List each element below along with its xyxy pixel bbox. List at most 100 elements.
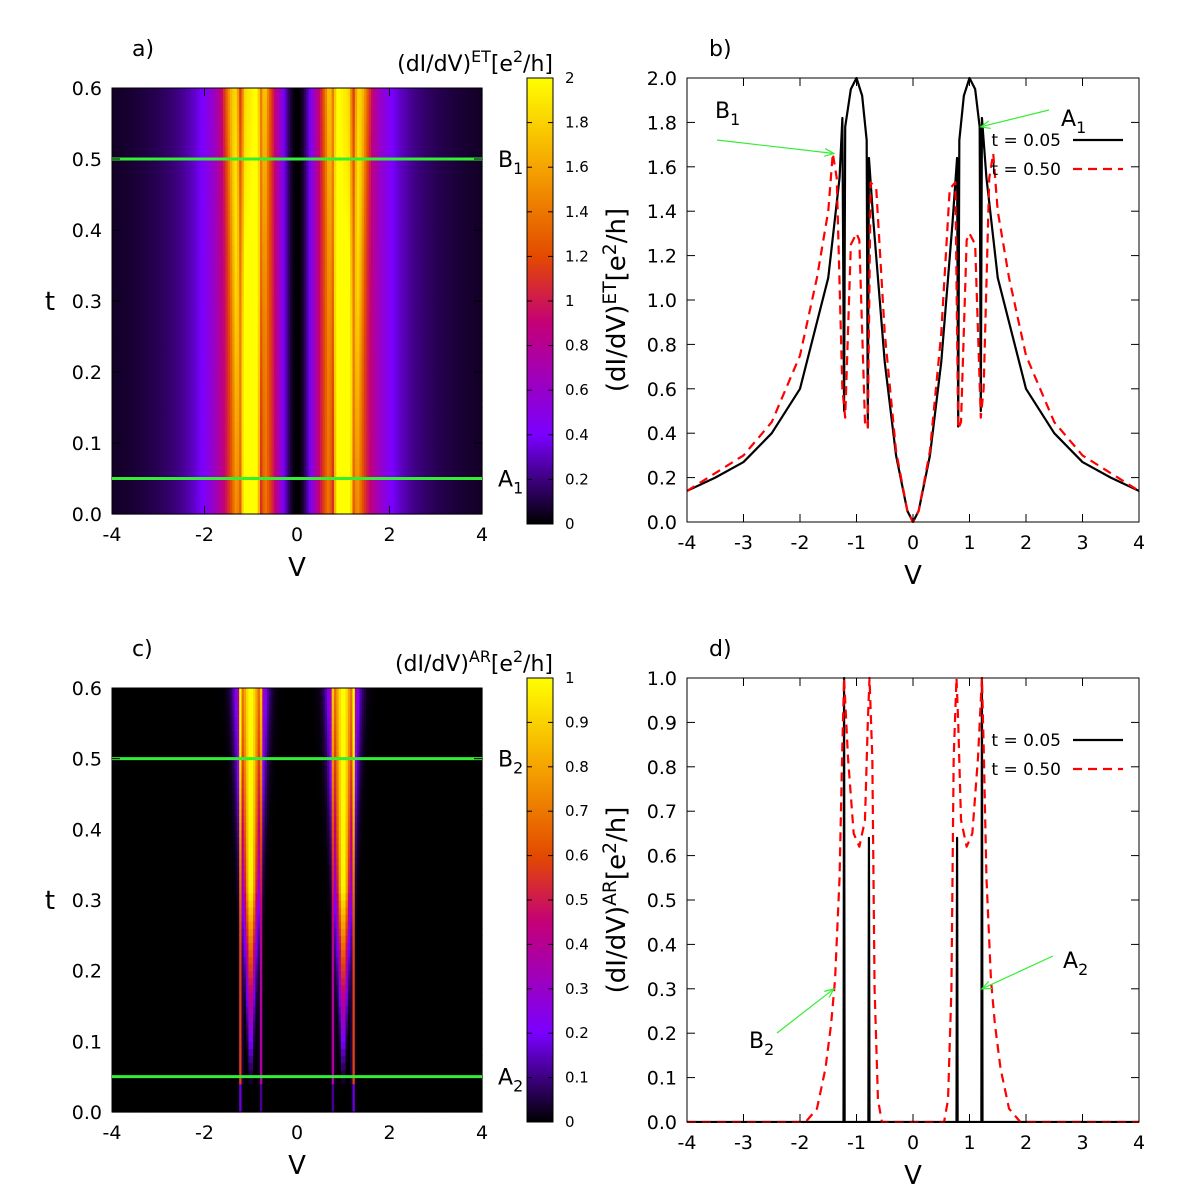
- heatmap-cell: [130, 95, 134, 103]
- heatmap-cell: [153, 343, 157, 352]
- heatmap-cell: [190, 421, 194, 430]
- heatmap-cell: [128, 414, 132, 423]
- heatmap-cell: [116, 222, 120, 231]
- heatmap-cell: [139, 215, 143, 224]
- heatmap-cell: [125, 88, 129, 96]
- heatmap-cell: [174, 130, 178, 139]
- heatmap-cell: [121, 237, 125, 245]
- heatmap-cell: [153, 159, 157, 167]
- heatmap-cell: [153, 421, 157, 430]
- heatmap-cell: [153, 230, 157, 238]
- heatmap-cell: [167, 372, 171, 380]
- heatmap-cell: [169, 329, 173, 338]
- heatmap-cell: [116, 485, 120, 494]
- heatmap-cell: [162, 130, 166, 139]
- heatmap-cell: [123, 265, 127, 274]
- heatmap-cell: [149, 343, 152, 352]
- heatmap-cell: [162, 237, 166, 245]
- heatmap-cell: [123, 301, 127, 309]
- heatmap-cell: [142, 506, 145, 515]
- heatmap-cell: [137, 293, 141, 302]
- heatmap-cell: [188, 88, 192, 96]
- heatmap-cell: [176, 400, 180, 409]
- heatmap-cell: [174, 393, 178, 401]
- heatmap-cell: [121, 123, 125, 132]
- heatmap-cell: [116, 173, 120, 181]
- heatmap-cell: [179, 428, 182, 437]
- heatmap-cell: [144, 428, 148, 437]
- heatmap-cell: [118, 350, 122, 359]
- heatmap-cell: [172, 144, 176, 153]
- heatmap-cell: [151, 194, 155, 203]
- heatmap-cell: [181, 187, 185, 196]
- heatmap-cell: [123, 315, 127, 323]
- heatmap-cell: [112, 414, 115, 423]
- heatmap-cell: [186, 265, 189, 274]
- heatmap-cell: [153, 315, 157, 323]
- heatmap-cell: [132, 336, 136, 345]
- heatmap-cell: [169, 308, 173, 316]
- heatmap-cell: [160, 222, 164, 231]
- heatmap-cell: [123, 393, 127, 401]
- heatmap-cell: [114, 428, 118, 437]
- heatmap-cell: [188, 102, 192, 110]
- heatmap-cell: [162, 443, 166, 451]
- heatmap-cell: [130, 464, 134, 472]
- heatmap-cell: [188, 322, 192, 330]
- heatmap-cell: [149, 464, 152, 472]
- heatmap-cell: [181, 506, 185, 515]
- heatmap-cell: [149, 485, 152, 494]
- heatmap-cell: [139, 95, 143, 103]
- heatmap-cell: [128, 215, 132, 224]
- heatmap-cell: [139, 102, 143, 110]
- heatmap-cell: [162, 265, 166, 274]
- heatmap-cell: [137, 343, 141, 352]
- heatmap-cell: [130, 151, 134, 160]
- heatmap-cell: [132, 357, 136, 366]
- heatmap-cell: [183, 166, 187, 174]
- heatmap-cell: [174, 443, 178, 451]
- heatmap-cell: [128, 251, 132, 259]
- heatmap-cell: [165, 499, 169, 508]
- heatmap-cell: [162, 357, 166, 366]
- heatmap-cell: [186, 137, 189, 146]
- heatmap-cell: [121, 95, 125, 103]
- heatmap-cell: [146, 293, 150, 302]
- heatmap-cell: [146, 144, 150, 153]
- heatmap-cell: [169, 364, 173, 373]
- heatmap-cell: [162, 336, 166, 345]
- heatmap-cell: [118, 258, 122, 267]
- heatmap-cell: [149, 116, 152, 125]
- heatmap-cell: [116, 407, 120, 416]
- heatmap-cell: [183, 471, 187, 480]
- heatmap-cell: [162, 464, 166, 472]
- heatmap-cell: [158, 286, 162, 295]
- heatmap-cell: [137, 173, 141, 181]
- heatmap-cell: [153, 265, 157, 274]
- heatmap-cell: [121, 159, 125, 167]
- heatmap-cell: [139, 144, 143, 153]
- heatmap-cell: [121, 201, 125, 210]
- heatmap-cell: [158, 151, 162, 160]
- heatmap-cell: [118, 130, 122, 139]
- heatmap-cell: [179, 102, 182, 110]
- heatmap-cell: [153, 215, 157, 224]
- heatmap-cell: [172, 485, 176, 494]
- heatmap-cell: [186, 499, 189, 508]
- heatmap-cell: [135, 450, 139, 458]
- heatmap-cell: [149, 308, 152, 316]
- heatmap-cell: [123, 187, 127, 196]
- heatmap-cell: [118, 329, 122, 338]
- heatmap-cell: [125, 450, 129, 458]
- heatmap-cell: [153, 201, 157, 210]
- heatmap-cell: [142, 421, 145, 430]
- heatmap-cell: [116, 88, 120, 96]
- heatmap-cell: [135, 471, 139, 480]
- heatmap-cell: [167, 471, 171, 480]
- heatmap-cell: [114, 222, 118, 231]
- heatmap-cell: [137, 159, 141, 167]
- heatmap-cell: [137, 251, 141, 259]
- heatmap-cell: [135, 443, 139, 451]
- heatmap-cell: [112, 95, 115, 103]
- heatmap-cell: [142, 492, 145, 501]
